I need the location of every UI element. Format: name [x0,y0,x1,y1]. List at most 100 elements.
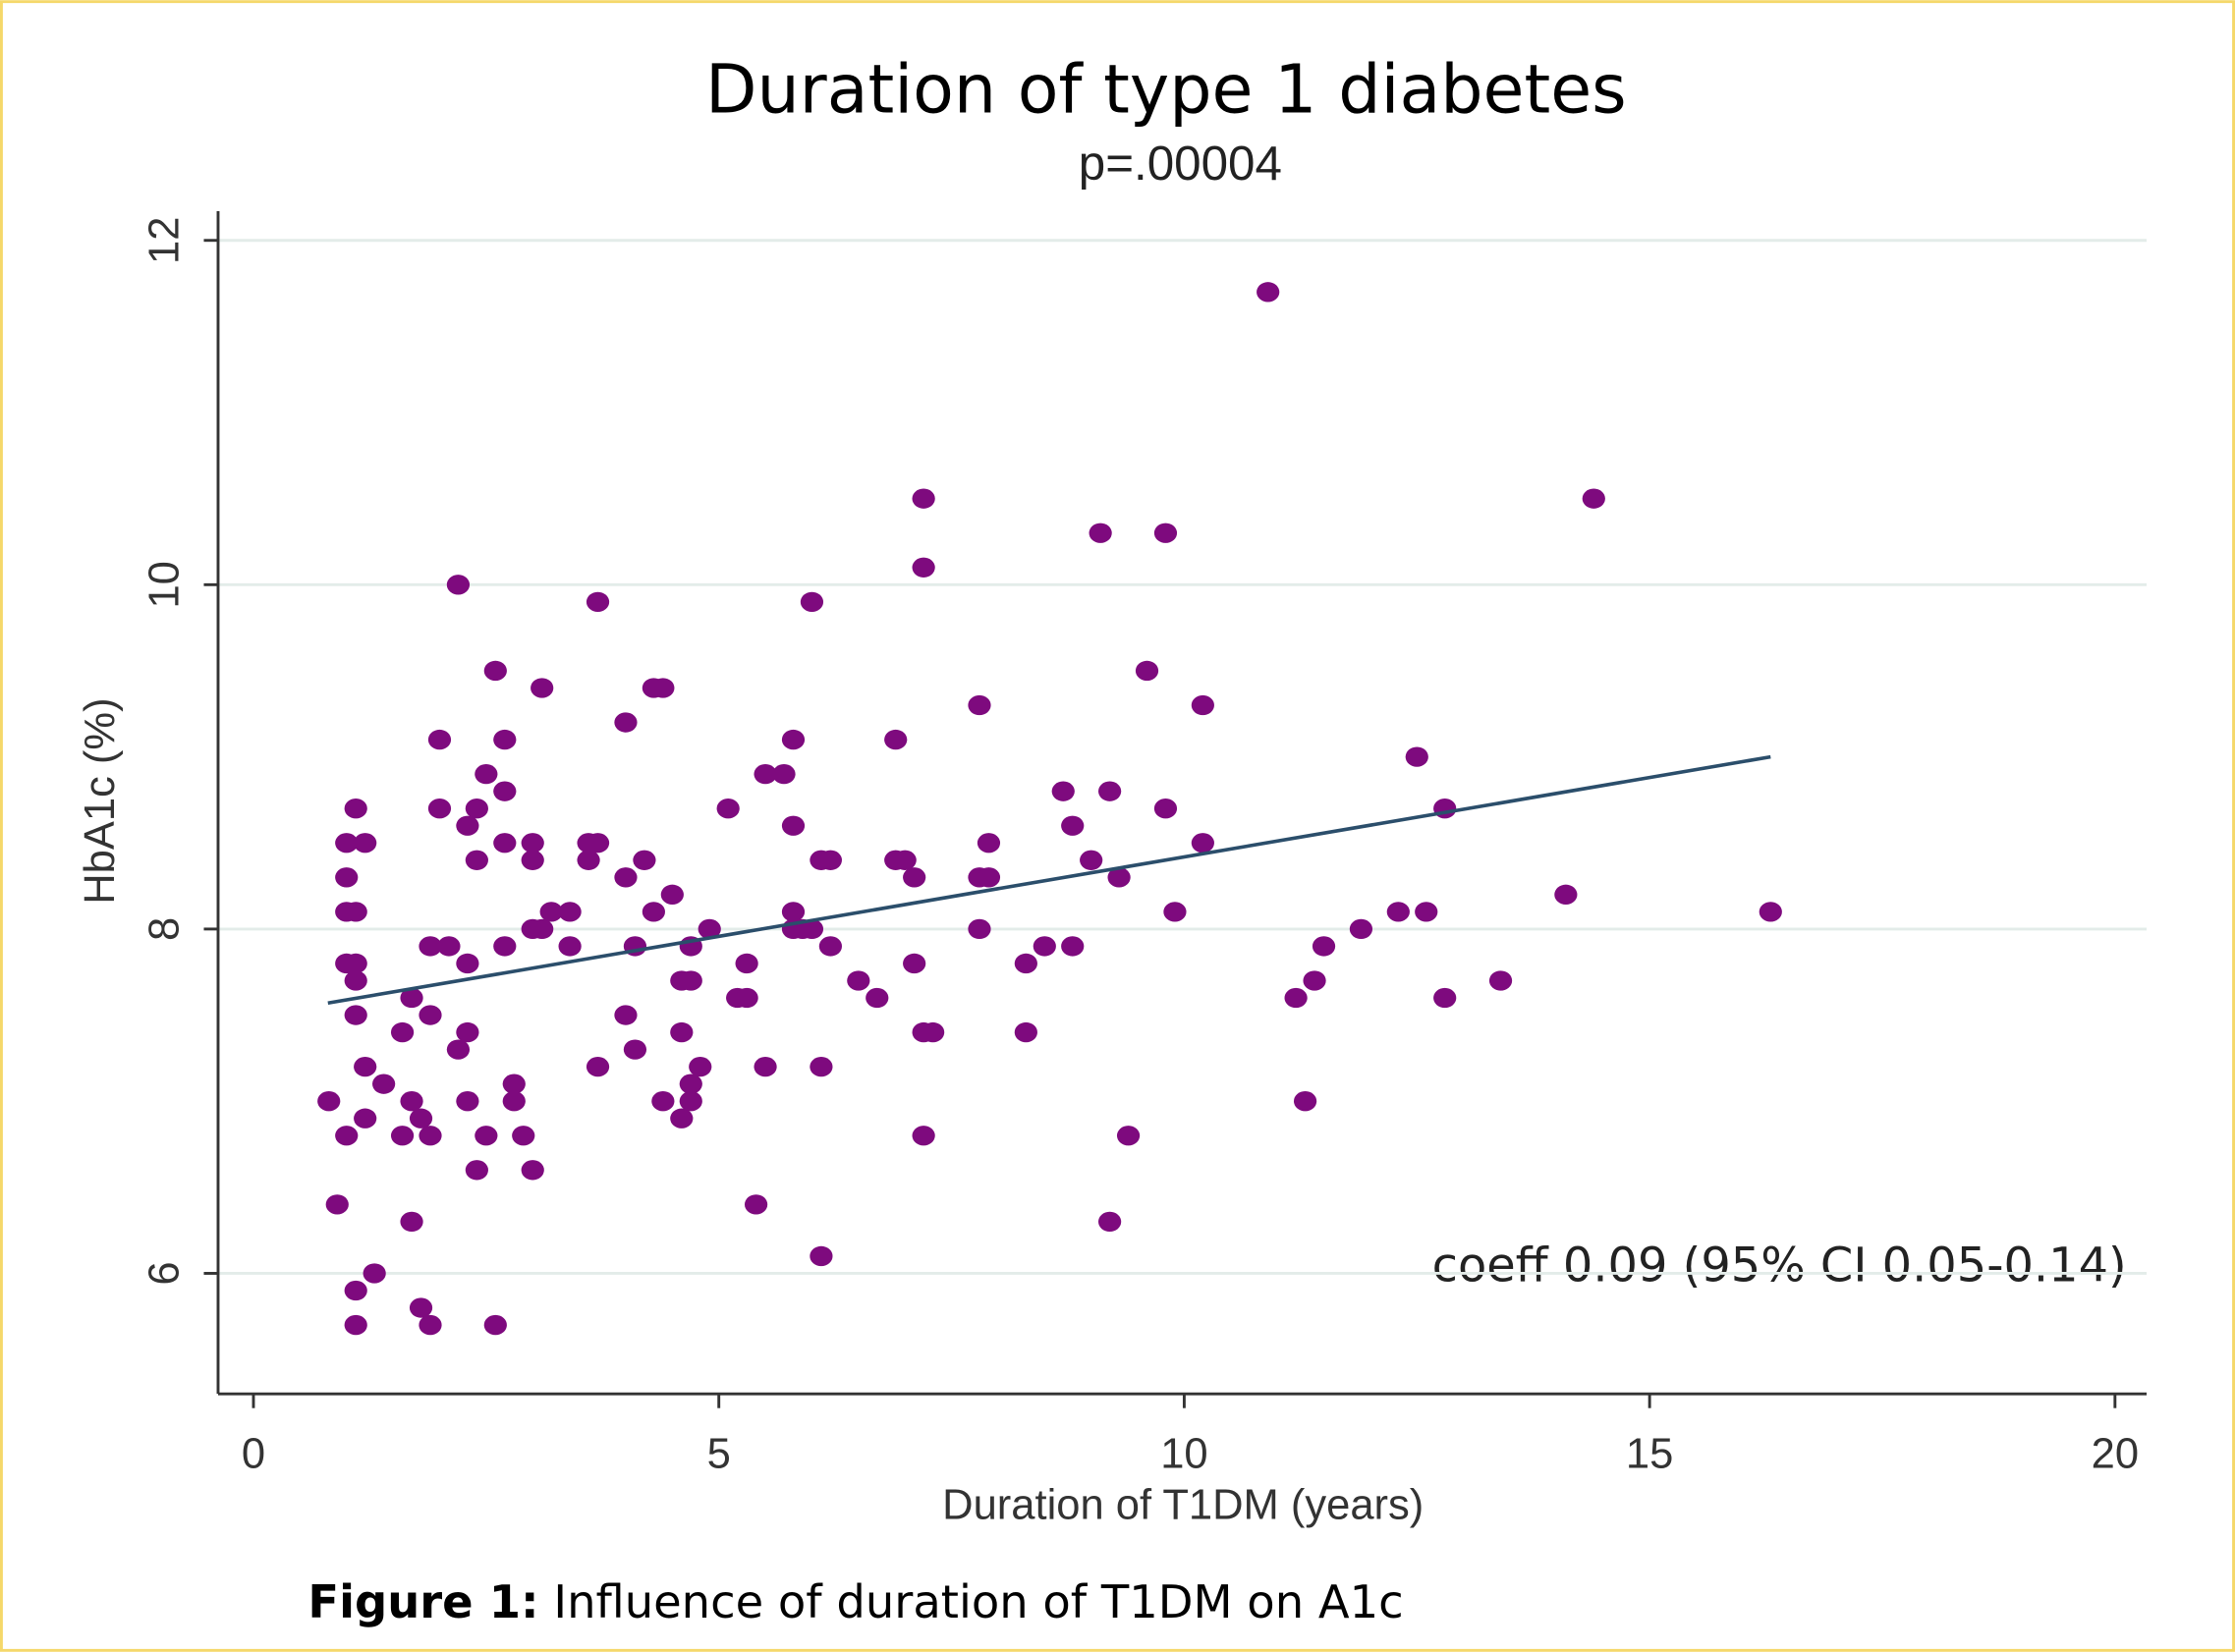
point [623,1039,647,1060]
point [903,867,926,888]
point [475,1126,498,1146]
point [512,1126,535,1146]
point [847,970,870,991]
point [344,953,367,974]
point [335,1126,359,1146]
point [810,1056,833,1077]
x-tick-label: 10 [1160,1431,1207,1478]
point [1116,1126,1141,1146]
point [493,781,517,801]
point [335,833,359,854]
y-tick-label: 12 [140,217,188,264]
point [1014,1021,1037,1043]
point [363,1263,386,1284]
point [1284,987,1308,1009]
point [493,936,517,957]
point [903,953,926,974]
point [614,712,638,733]
x-tick-label: 5 [707,1431,731,1478]
point [456,1091,479,1112]
point [493,833,517,854]
y-tick-label: 8 [140,917,188,941]
point [912,557,935,578]
point [354,833,377,854]
point [317,1091,341,1112]
point [1191,694,1214,716]
point [400,1211,423,1233]
point [642,902,665,922]
point [475,763,498,785]
point [344,902,367,922]
point [521,833,544,854]
point [1153,523,1178,543]
point [354,1056,377,1077]
point [781,729,806,750]
point [810,1245,833,1267]
chart-subtitle: p=.00004 [1079,137,1282,191]
point [577,850,600,870]
point [818,936,842,957]
point [884,729,908,750]
y-axis-label: HbA1c (%) [77,697,124,904]
caption-label: Figure 1: [307,1574,538,1627]
point [409,1108,433,1129]
point [1061,815,1085,836]
point [427,798,452,819]
point [446,1039,471,1060]
point [614,867,638,888]
point [539,902,563,922]
point [912,488,935,509]
point [427,729,452,750]
point [531,918,554,940]
point [1303,970,1326,991]
point [893,850,917,870]
point [419,1314,442,1336]
point [1349,918,1373,940]
point [614,1005,638,1025]
point [1163,902,1187,922]
point [419,1126,442,1146]
point [679,1074,702,1094]
point [1293,1091,1317,1112]
point [456,1021,479,1043]
point [483,1314,507,1336]
fit-line [327,754,1771,1006]
y-tick-label: 6 [140,1261,188,1285]
point [968,694,991,716]
point [1153,798,1178,819]
point [344,1005,367,1025]
point [1554,884,1578,905]
point [1080,850,1103,870]
point [921,1021,945,1043]
point [325,1194,349,1215]
point [344,1280,367,1301]
x-tick-label: 20 [2092,1431,2139,1478]
point [670,1021,694,1043]
point [586,1056,610,1077]
point [1488,970,1513,991]
point [390,1126,415,1146]
point [400,1091,423,1112]
caption-text: Influence of duration of T1DM on A1c [553,1574,1403,1627]
point [586,833,610,854]
point [1386,902,1410,922]
point [419,1005,442,1025]
point [818,850,842,870]
point [521,850,544,870]
point [744,1194,768,1215]
point [1061,936,1085,957]
point [354,1108,377,1129]
point [735,953,758,974]
point [1135,660,1159,682]
point [1415,902,1438,922]
point [754,1056,777,1077]
point [521,1160,544,1181]
point [437,936,461,957]
point [390,1021,415,1043]
x-tick-label: 0 [242,1431,265,1478]
point [1098,1211,1122,1233]
annotation: coeff 0.09 (95% CI 0.05-0.14) [1432,1239,2127,1294]
point [400,987,423,1009]
